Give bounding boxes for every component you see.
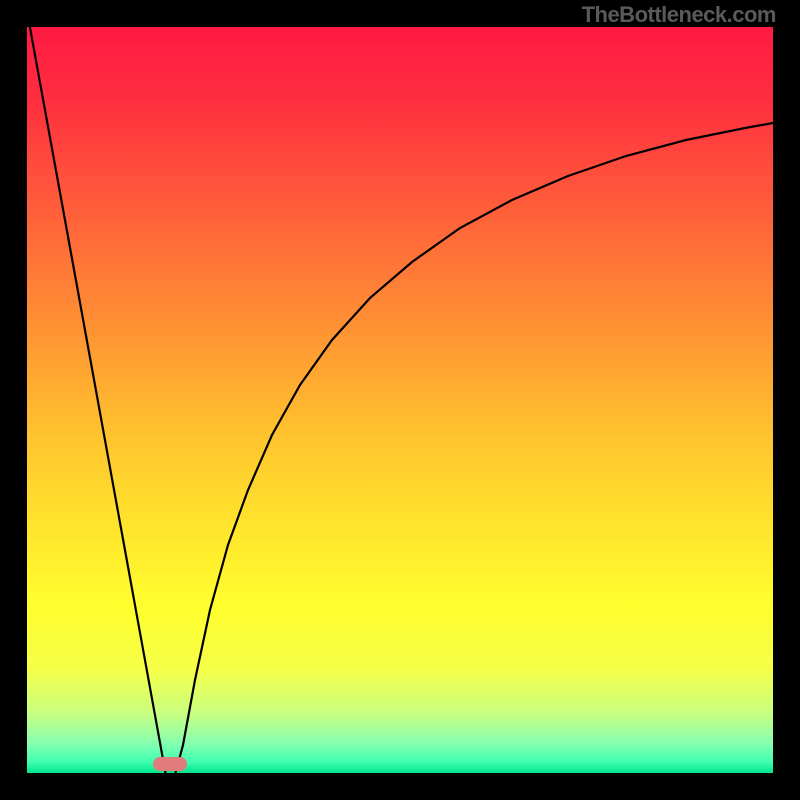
left-line bbox=[27, 27, 166, 773]
minimum-marker bbox=[153, 757, 187, 771]
watermark-text: TheBottleneck.com bbox=[582, 2, 776, 28]
right-curve bbox=[176, 123, 774, 773]
chart-curves bbox=[27, 27, 773, 773]
plot-area bbox=[27, 27, 773, 773]
